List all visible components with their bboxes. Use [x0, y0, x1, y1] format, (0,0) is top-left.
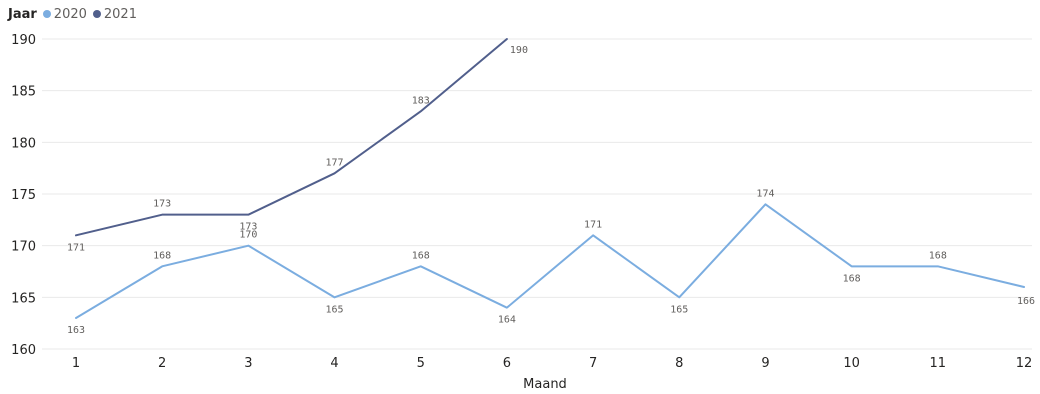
series-line-2020[interactable]: [75, 203, 1025, 319]
data-label-2020: 174: [756, 188, 774, 199]
x-tick-label: 7: [589, 356, 597, 371]
data-label-2021: 173: [239, 222, 257, 233]
data-label-2021: 173: [153, 199, 171, 210]
data-label-2020: 164: [498, 315, 516, 326]
x-axis-title: Maand: [523, 377, 567, 392]
data-label-2021: 190: [510, 45, 528, 56]
x-tick-label: 10: [843, 356, 860, 371]
y-axis-ticks: 160 165 170 175 180 185 190: [11, 33, 36, 358]
data-label-2020: 168: [929, 250, 947, 261]
data-label-2020: 165: [670, 304, 688, 315]
legend-label-2020: 2020: [53, 6, 87, 22]
series-line-2021[interactable]: [75, 38, 508, 237]
chart-legend: Jaar 2020 2021: [8, 4, 143, 24]
legend-title: Jaar: [8, 6, 37, 22]
x-tick-label: 9: [761, 356, 769, 371]
x-tick-label: 8: [675, 356, 683, 371]
gridlines: [42, 38, 1032, 350]
x-axis-ticks: 1 2 3 4 5 6 7 8 9 10 11 12: [72, 356, 1032, 371]
x-tick-label: 5: [417, 356, 425, 371]
series-lines: [75, 38, 1025, 319]
y-tick-label: 160: [11, 343, 36, 358]
data-label-2020: 168: [153, 250, 171, 261]
legend-label-2021: 2021: [103, 6, 137, 22]
data-label-2020: 168: [412, 250, 430, 261]
y-tick-label: 170: [11, 240, 36, 255]
legend-item-2021[interactable]: 2021: [92, 6, 137, 22]
data-label-2020: 165: [326, 304, 344, 315]
x-tick-label: 3: [244, 356, 252, 371]
data-label-2021: 183: [412, 95, 430, 106]
y-tick-label: 175: [11, 188, 36, 203]
legend-marker-2021: [92, 10, 101, 18]
x-tick-label: 1: [72, 356, 80, 371]
y-tick-label: 165: [11, 291, 36, 306]
y-tick-label: 190: [11, 33, 36, 48]
y-tick-label: 180: [11, 136, 36, 151]
data-labels: 163 168 170 165 168 164 171 165 174 168 168 166 171 1…: [67, 45, 1035, 336]
data-label-2020: 163: [67, 325, 85, 336]
legend-item-2020[interactable]: 2020: [42, 6, 87, 22]
x-tick-label: 6: [503, 356, 511, 371]
data-label-2021: 177: [326, 157, 344, 168]
x-tick-label: 12: [1016, 356, 1033, 371]
legend-marker-2020: [42, 10, 51, 18]
data-label-2021: 171: [67, 242, 85, 253]
x-tick-label: 2: [158, 356, 166, 371]
data-label-2020: 166: [1017, 296, 1035, 307]
x-tick-label: 4: [330, 356, 338, 371]
data-label-2020: 170: [239, 230, 257, 241]
data-label-2020: 171: [584, 219, 602, 230]
data-label-2020: 168: [843, 273, 861, 284]
x-tick-label: 11: [930, 356, 947, 371]
y-tick-label: 185: [11, 85, 36, 100]
